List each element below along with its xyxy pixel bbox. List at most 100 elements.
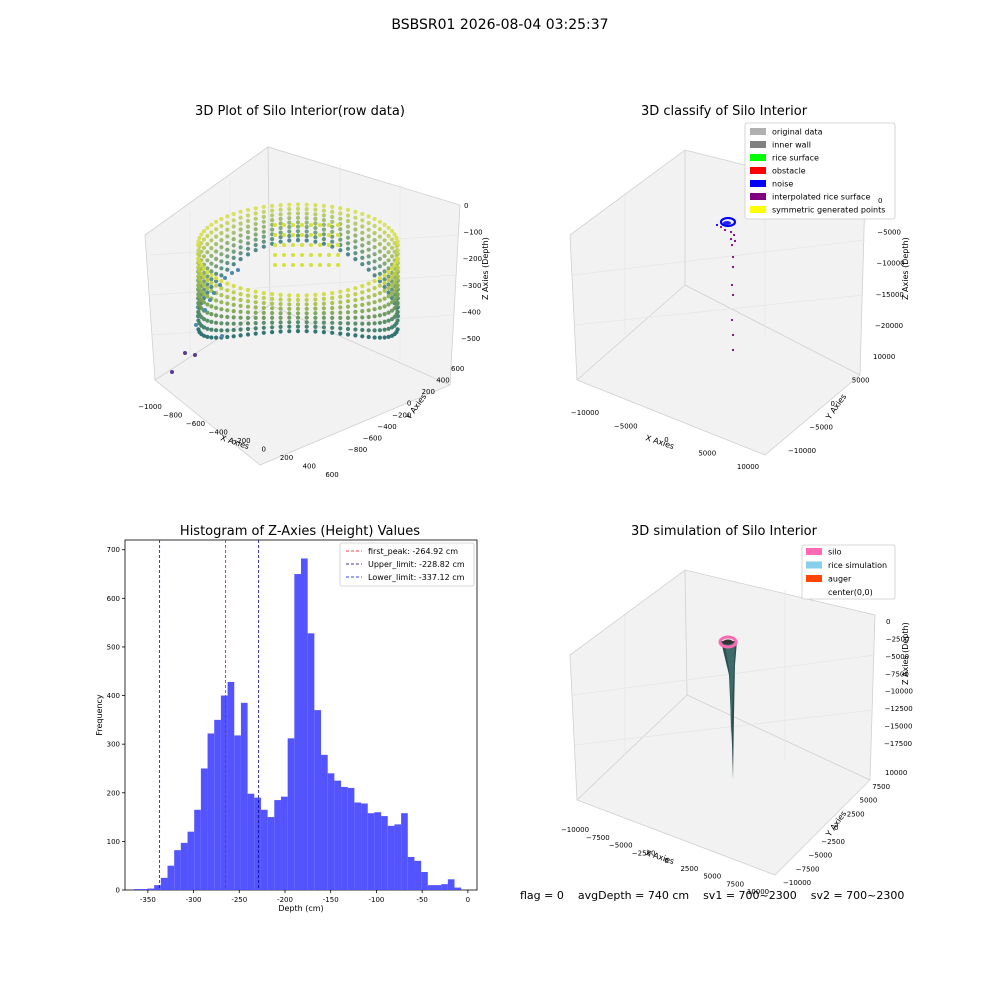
- raw-data-point: [225, 254, 230, 259]
- raw-data-point: [231, 296, 236, 301]
- raw-data-point: [205, 278, 210, 283]
- histogram-bar: [134, 889, 141, 890]
- raw-data-point: [366, 240, 371, 246]
- raw-data-point: [304, 320, 309, 325]
- raw-data-point: [282, 253, 286, 257]
- raw-data-point: [253, 242, 258, 248]
- raw-data-point: [209, 335, 214, 340]
- histogram-bar: [307, 633, 315, 890]
- classify-z-tick-label: −15000: [876, 291, 904, 299]
- raw-data-point: [366, 247, 371, 252]
- raw-data-point: [261, 219, 266, 224]
- histogram-bar: [401, 813, 408, 890]
- raw-data-point: [278, 225, 283, 231]
- histogram-bar: [421, 872, 428, 890]
- raw-data-point: [287, 315, 292, 320]
- raw-data-point: [270, 203, 275, 208]
- histogram-bar: [207, 733, 215, 890]
- raw-data-point: [245, 207, 251, 212]
- raw-data-point: [205, 233, 210, 239]
- raw-data-point: [377, 256, 382, 261]
- raw-outlier-point: [230, 271, 234, 275]
- raw-data-point: [353, 239, 358, 244]
- simulation-z-tick-label: −2500: [886, 635, 910, 643]
- raw-data-point: [338, 326, 343, 331]
- raw-data-point: [372, 273, 377, 278]
- raw-data-point: [225, 227, 230, 232]
- raw-data-point: [386, 290, 391, 295]
- raw-data-point: [353, 292, 358, 297]
- classify-z-tick-label: −20000: [875, 322, 903, 330]
- raw-data-point: [261, 320, 266, 325]
- raw-data-point: [377, 283, 382, 288]
- raw-data-point: [245, 332, 251, 337]
- raw-data-point: [231, 211, 236, 217]
- classify-legend: original data inner wall rice surface obsta…: [744, 122, 896, 220]
- raw-data-point: [205, 310, 210, 315]
- raw-data-point: [395, 309, 400, 314]
- raw-data-point: [287, 297, 292, 302]
- legend-swatch: [806, 575, 822, 582]
- histogram-bar: [260, 809, 268, 890]
- raw-data-point: [372, 314, 377, 319]
- raw-data-point: [219, 231, 224, 236]
- raw-data-point: [394, 268, 399, 273]
- simulation-y-tick-label: −10000: [783, 879, 811, 887]
- raw-data-point: [366, 328, 371, 333]
- raw-data-point: [321, 292, 326, 297]
- raw-data-point: [377, 271, 382, 276]
- raw-data-point: [238, 327, 243, 332]
- raw-data-point: [394, 286, 399, 291]
- raw-data-point: [287, 238, 292, 243]
- raw-data-point: [330, 300, 335, 306]
- raw-data-point: [389, 229, 395, 234]
- raw-x-tick-label: 200: [280, 454, 293, 462]
- raw-z-ticks: 0 −100 −200 −300 −400 −500: [461, 202, 483, 343]
- histogram-bar: [267, 817, 275, 890]
- raw-data-point: [386, 258, 391, 263]
- raw-data-point: [238, 227, 243, 232]
- legend-label: original data: [772, 128, 823, 137]
- raw-data-point: [261, 310, 266, 315]
- raw-data-point: [336, 253, 340, 257]
- raw-data-point: [201, 254, 207, 259]
- raw-data-point: [205, 302, 210, 307]
- legend-label: rice simulation: [828, 561, 887, 570]
- raw-data-point: [270, 227, 275, 232]
- raw-data-point: [372, 286, 377, 291]
- histogram-y-tick-label: 400: [107, 692, 120, 700]
- raw-data-point: [382, 288, 387, 293]
- simulation-x-axis-label: X Axies: [644, 848, 675, 866]
- classify-point: [731, 348, 735, 352]
- raw-data-point: [209, 269, 214, 274]
- raw-data-point: [214, 328, 219, 333]
- raw-x-tick-label: −600: [186, 420, 205, 428]
- histogram-bar: [334, 780, 342, 891]
- raw-data-point: [201, 237, 207, 242]
- simulation-x-tick-label: −7500: [586, 834, 610, 842]
- raw-data-point: [214, 279, 219, 284]
- histogram-x-tick-label: 0: [466, 896, 470, 904]
- raw-outlier-point: [220, 334, 224, 338]
- raw-data-point: [372, 321, 377, 326]
- raw-data-point: [205, 326, 210, 331]
- histogram-bar: [454, 887, 462, 890]
- raw-data-point: [327, 223, 331, 227]
- raw-data-point: [300, 223, 304, 227]
- raw-data-point: [270, 237, 275, 242]
- raw-data-point: [360, 290, 365, 295]
- raw-data-point: [238, 233, 243, 238]
- simulation-y-tick-label: −5000: [809, 852, 833, 860]
- raw-data-point: [386, 270, 391, 275]
- figure-title: BSBSR01 2026-08-04 03:25:37: [391, 17, 609, 33]
- raw-data-point: [304, 238, 309, 243]
- raw-data-point: [330, 239, 335, 244]
- histogram-x-axis-label: Depth (cm): [278, 904, 323, 913]
- raw-data-point: [321, 301, 326, 306]
- raw-data-point: [353, 209, 358, 214]
- raw-data-point: [345, 293, 351, 298]
- raw-data-point: [395, 327, 400, 332]
- simulation-silo-ring: [718, 635, 738, 649]
- raw-data-point: [353, 251, 358, 256]
- raw-data-point: [386, 274, 391, 279]
